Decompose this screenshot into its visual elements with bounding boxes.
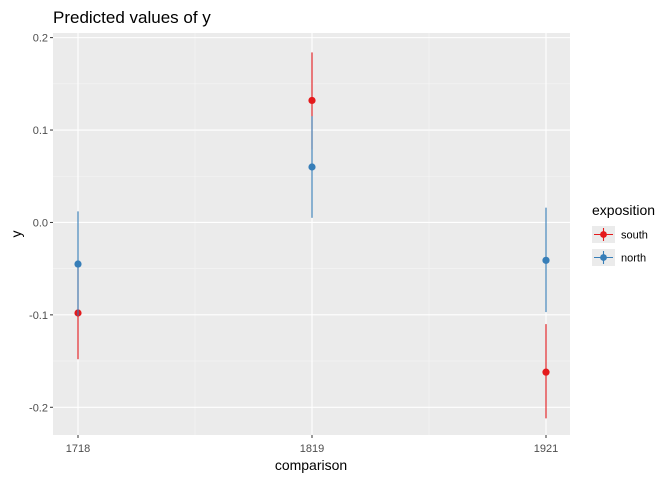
y-tick-label: 0.2 [33, 33, 48, 45]
x-axis: 1718 1819 1921 [66, 435, 558, 455]
legend-key-point-south [600, 231, 607, 238]
data-point-south [308, 96, 316, 105]
y-tick-label: 0.0 [33, 217, 48, 229]
legend: exposition south north [592, 202, 655, 266]
legend-key-point-north [600, 254, 607, 261]
y-tick-label: -0.2 [29, 402, 48, 414]
y-tick-label: -0.1 [29, 310, 48, 322]
x-tick-label: 1819 [300, 443, 324, 455]
y-axis: -0.2 -0.1 0.0 0.1 0.2 [29, 33, 53, 414]
series-marks [74, 52, 550, 419]
x-tick-label: 1718 [66, 443, 90, 455]
series-north [74, 116, 550, 316]
data-point-south [542, 368, 550, 376]
y-tick-label: 0.1 [33, 125, 48, 137]
x-tick-label: 1921 [534, 443, 558, 455]
legend-label-north: north [621, 253, 646, 265]
data-point-north [542, 256, 550, 264]
data-point-north [308, 163, 316, 171]
y-axis-title: y [8, 231, 24, 238]
legend-title: exposition [592, 202, 655, 218]
x-axis-title: comparison [275, 457, 347, 473]
legend-label-south: south [621, 230, 648, 242]
chart-title: Predicted values of y [53, 8, 211, 27]
data-point-north [74, 260, 82, 268]
